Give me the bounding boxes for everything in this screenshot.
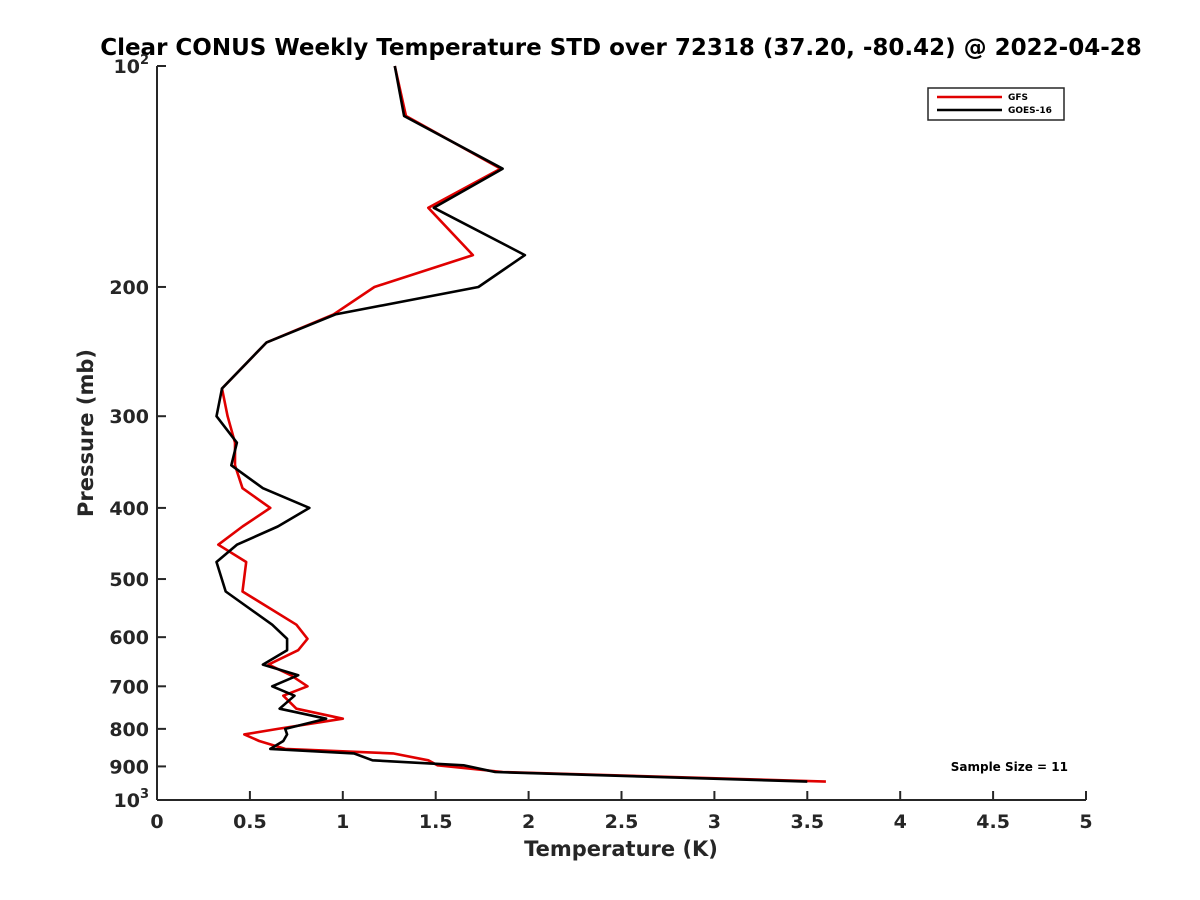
plot-area: 0 0.5 1 1.5 2 2.5 3 3.5 4 4.5 5 102 200 300 400 500 600 7… — [109, 53, 1092, 833]
y-tick-label: 700 — [109, 676, 149, 698]
x-tick-label: 1.5 — [419, 811, 453, 833]
y-axis-label: Pressure (mb) — [74, 349, 98, 517]
y-tick-label: 900 — [109, 756, 149, 778]
series-line-gfs — [217, 65, 826, 783]
x-tick-label: 2.5 — [605, 811, 639, 833]
y-tick-label: 103 — [114, 787, 150, 812]
x-axis-label: Temperature (K) — [524, 837, 718, 861]
sample-size-annotation: Sample Size = 11 — [951, 760, 1068, 774]
series-line-goes-16 — [215, 65, 808, 783]
x-tick-label: 0 — [150, 811, 163, 833]
x-tick-label: 5 — [1079, 811, 1092, 833]
y-tick-label: 600 — [109, 627, 149, 649]
legend-box — [927, 87, 1065, 121]
x-tick-label: 2 — [522, 811, 535, 833]
x-tick-label: 3.5 — [790, 811, 824, 833]
y-tick-label: 300 — [109, 406, 149, 428]
x-tick-label: 0.5 — [233, 811, 267, 833]
y-tick-label: 400 — [109, 498, 149, 520]
chart-title: Clear CONUS Weekly Temperature STD over … — [100, 35, 1142, 61]
y-tick-label: 800 — [109, 719, 149, 741]
y-tick-label: 500 — [109, 569, 149, 591]
y-tick-label: 102 — [114, 53, 150, 78]
legend-label: GOES-16 — [1008, 106, 1052, 116]
y-tick-label: 200 — [109, 277, 149, 299]
x-tick-label: 3 — [708, 811, 721, 833]
x-tick-label: 4.5 — [976, 811, 1010, 833]
x-tick-label: 4 — [894, 811, 907, 833]
legend-label: GFS — [1008, 93, 1028, 103]
legend: GFS GOES-16 — [927, 87, 1065, 121]
x-tick-label: 1 — [336, 811, 349, 833]
